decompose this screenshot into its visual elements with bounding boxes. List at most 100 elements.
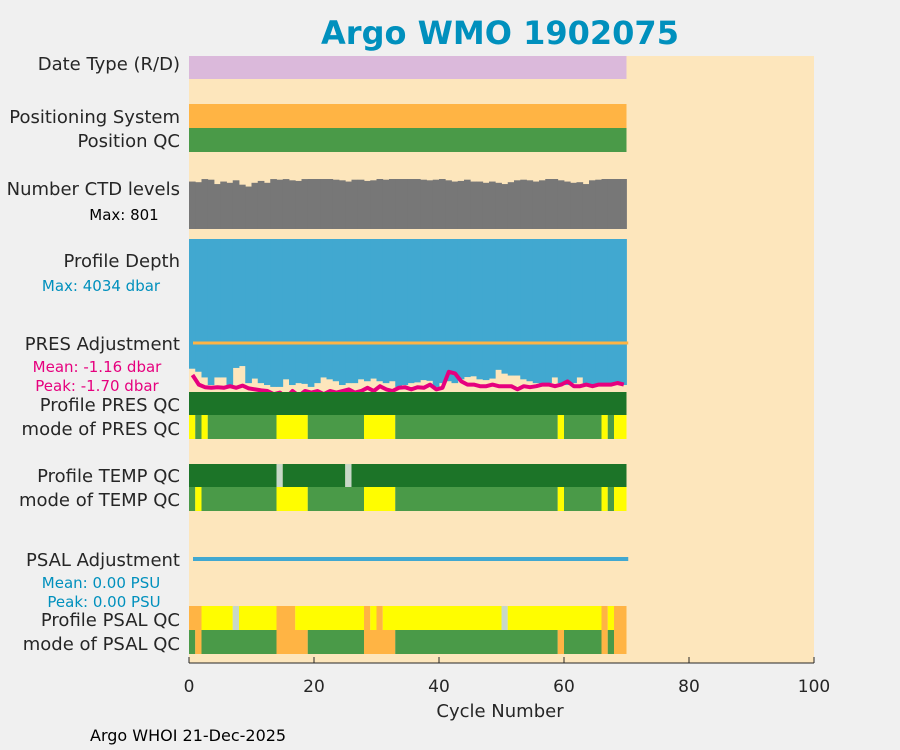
mode-pres-qc-segment bbox=[189, 415, 196, 439]
profile-pres-qc-label: Profile PRES QC bbox=[40, 395, 180, 416]
mode-temp-qc-segment bbox=[601, 487, 608, 511]
profile-temp-qc-label: Profile TEMP QC bbox=[37, 466, 180, 487]
ctd-levels-bar bbox=[545, 179, 552, 229]
ctd-levels-bar bbox=[551, 179, 559, 229]
ctd-levels-bar bbox=[220, 181, 227, 229]
profile-depth-bar bbox=[426, 239, 434, 381]
ctd-levels-bar bbox=[432, 179, 440, 229]
ctd-levels-bar bbox=[195, 182, 202, 229]
ctd-levels-bar bbox=[389, 179, 396, 229]
profile-depth-bar bbox=[364, 239, 371, 382]
profile-psal-qc-segment bbox=[370, 606, 377, 630]
x-tick-label: 80 bbox=[678, 677, 700, 697]
x-tick-label: 100 bbox=[798, 677, 830, 697]
mode-psal-qc-segment bbox=[307, 630, 364, 654]
ctd-levels-bar bbox=[382, 179, 390, 229]
profile-depth-bar bbox=[289, 239, 296, 386]
profile-depth-bar bbox=[201, 239, 209, 378]
profile-depth-bar bbox=[439, 239, 446, 384]
profile-depth-bar bbox=[414, 239, 421, 383]
profile-psal-qc-segment bbox=[295, 606, 364, 630]
ctd-levels-bar bbox=[320, 179, 327, 229]
profile-depth-bar bbox=[570, 239, 577, 384]
ctd-levels-bar bbox=[557, 180, 565, 229]
profile-depth-bar bbox=[239, 239, 246, 367]
profile-depth-bar bbox=[507, 239, 515, 376]
footer-credit: Argo WHOI 21-Dec-2025 bbox=[90, 726, 286, 745]
ctd-levels-bar bbox=[326, 179, 334, 229]
profile-temp-qc-segment bbox=[351, 464, 627, 487]
profile-psal-qc-segment bbox=[239, 606, 277, 630]
profile-psal-qc-segment bbox=[364, 606, 371, 630]
mode-psal-qc-segment bbox=[557, 630, 564, 654]
ctd-levels-bar bbox=[239, 184, 246, 229]
profile-psal-qc-segment bbox=[189, 606, 202, 630]
mode-psal-qc-segment bbox=[364, 630, 396, 654]
profile-depth-bar bbox=[351, 239, 359, 384]
profile-temp-qc-segment bbox=[276, 464, 283, 487]
profile-depth-bar bbox=[501, 239, 509, 374]
profile-depth-bar bbox=[532, 239, 540, 384]
mode-temp-qc-segment bbox=[395, 487, 558, 511]
profile-depth-bar bbox=[495, 239, 502, 370]
ctd-levels-bar bbox=[451, 181, 459, 229]
profile-depth-bar bbox=[576, 239, 584, 378]
profile-depth-bar bbox=[526, 239, 534, 382]
profile-depth-bar bbox=[214, 239, 221, 378]
profile-depth-bar bbox=[557, 239, 565, 384]
profile-depth-bar bbox=[276, 239, 284, 387]
profile-depth-bar bbox=[307, 239, 315, 387]
profile-depth-bar bbox=[432, 239, 440, 387]
ctd-levels-bar bbox=[201, 179, 209, 229]
mode-psal-qc-segment bbox=[614, 630, 627, 654]
ctd-levels-bar bbox=[620, 179, 627, 229]
ctd-levels-bar bbox=[345, 181, 352, 229]
ctd-levels-bar bbox=[339, 180, 346, 229]
profile-temp-qc-segment bbox=[282, 464, 346, 487]
ctd-levels-bar bbox=[407, 179, 415, 229]
ctd-levels-bar bbox=[489, 181, 496, 229]
ctd-levels-bar bbox=[301, 179, 309, 229]
x-tick-label: 40 bbox=[428, 677, 450, 697]
ctd-levels-bar bbox=[414, 179, 421, 229]
ctd-levels-bar bbox=[214, 184, 221, 229]
ctd-levels-bar bbox=[395, 179, 402, 229]
profile-depth-bar bbox=[326, 239, 334, 380]
mode-pres-qc-segment bbox=[201, 415, 208, 439]
mode-psal-qc-segment bbox=[189, 630, 196, 654]
profile-depth-bar bbox=[382, 239, 390, 384]
ctd-levels-bar bbox=[464, 179, 471, 229]
positioning-label: Positioning System bbox=[9, 107, 180, 128]
mode-pres-qc-segment bbox=[607, 415, 614, 439]
profile-depth-bar bbox=[195, 239, 202, 372]
ctd-levels-bar bbox=[595, 179, 602, 229]
ctd-levels-bar bbox=[482, 182, 490, 229]
profile-depth-bar bbox=[551, 239, 559, 378]
profile-depth-bar bbox=[320, 239, 327, 378]
profile-depth-bar bbox=[389, 239, 396, 382]
ctd-levels-label: Number CTD levels bbox=[7, 179, 180, 200]
ctd-levels-bar bbox=[257, 180, 265, 229]
mode-temp-qc-segment bbox=[201, 487, 277, 511]
ctd-levels-bar bbox=[364, 180, 371, 229]
profile-temp-qc-segment bbox=[345, 464, 352, 487]
profile-psal-qc-segment bbox=[614, 606, 627, 630]
ctd-max-annotation: Max: 801 bbox=[89, 206, 158, 224]
ctd-levels-bar bbox=[332, 179, 340, 229]
chart-title: Argo WMO 1902075 bbox=[321, 14, 679, 52]
mode-temp-qc-segment bbox=[307, 487, 364, 511]
profile-depth-bar bbox=[520, 239, 527, 380]
ctd-levels-bar bbox=[539, 180, 546, 229]
profile-depth-bar bbox=[620, 239, 627, 386]
profile-depth-bar bbox=[345, 239, 352, 384]
mode-pres-qc-segment bbox=[276, 415, 308, 439]
ctd-levels-bar bbox=[601, 179, 609, 229]
mode-temp-qc-segment bbox=[614, 487, 627, 511]
x-axis-label: Cycle Number bbox=[436, 701, 564, 722]
ctd-levels-bar bbox=[564, 181, 571, 229]
psal-adjustment-label: PSAL Adjustment bbox=[26, 550, 180, 571]
position-qc-label: Position QC bbox=[77, 131, 180, 152]
ctd-levels-bar bbox=[457, 180, 465, 229]
psal-peak-annotation: Peak: 0.00 PSU bbox=[47, 593, 160, 611]
